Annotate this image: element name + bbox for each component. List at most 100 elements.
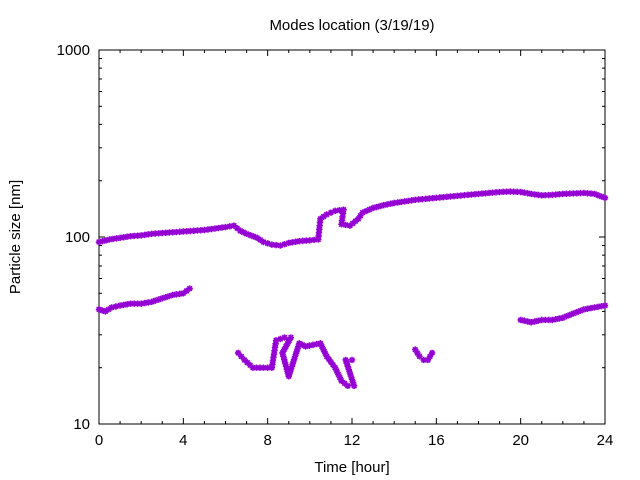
data-point bbox=[346, 369, 354, 377]
data-point bbox=[580, 189, 588, 197]
data-point bbox=[549, 316, 556, 324]
data-point bbox=[415, 196, 422, 203]
data-point bbox=[426, 195, 433, 202]
data-point bbox=[352, 217, 359, 225]
x-axis-label: Time [hour] bbox=[314, 459, 389, 476]
data-point bbox=[162, 293, 169, 301]
data-point bbox=[503, 188, 510, 195]
data-point bbox=[108, 304, 115, 311]
data-point bbox=[180, 290, 187, 297]
data-point bbox=[489, 189, 496, 196]
data-point bbox=[159, 295, 166, 302]
data-point bbox=[280, 346, 288, 354]
data-point bbox=[234, 349, 242, 357]
data-point bbox=[366, 206, 373, 213]
data-point bbox=[594, 192, 602, 199]
data-point bbox=[545, 191, 552, 199]
data-point bbox=[264, 240, 271, 247]
data-point bbox=[601, 194, 609, 202]
data-point bbox=[436, 194, 444, 201]
data-point bbox=[144, 231, 152, 238]
data-point bbox=[272, 337, 280, 344]
data-point bbox=[299, 341, 306, 349]
data-point bbox=[289, 359, 297, 367]
data-point bbox=[123, 233, 131, 240]
data-point bbox=[250, 233, 257, 240]
data-point bbox=[238, 353, 245, 360]
data-point bbox=[211, 225, 219, 232]
data-point bbox=[373, 203, 380, 211]
data-point bbox=[349, 220, 356, 227]
data-point bbox=[517, 316, 524, 324]
y-tick-label: 1000 bbox=[57, 42, 90, 59]
data-point bbox=[113, 235, 120, 242]
data-point bbox=[116, 234, 124, 242]
data-point bbox=[323, 211, 330, 218]
x-axis: 0 4 8 12 16 20 24 bbox=[95, 50, 613, 449]
data-point bbox=[383, 201, 391, 208]
data-point bbox=[591, 190, 598, 198]
data-point bbox=[339, 213, 346, 221]
data-point bbox=[341, 380, 348, 387]
data-point bbox=[127, 300, 134, 307]
data-point bbox=[531, 318, 538, 325]
data-point bbox=[317, 215, 324, 223]
data-point bbox=[566, 190, 574, 197]
data-point bbox=[570, 310, 577, 317]
data-point bbox=[176, 228, 184, 235]
data-point bbox=[120, 234, 127, 241]
data-point bbox=[420, 356, 427, 364]
data-point bbox=[190, 227, 198, 234]
data-point bbox=[331, 364, 339, 371]
data-point bbox=[524, 190, 531, 197]
data-point bbox=[208, 225, 215, 233]
data-point bbox=[336, 207, 343, 214]
data-point bbox=[194, 227, 201, 234]
data-point bbox=[338, 217, 346, 224]
data-point bbox=[573, 308, 581, 316]
data-point bbox=[270, 350, 278, 358]
data-point bbox=[401, 198, 408, 205]
data-point bbox=[316, 219, 324, 226]
data-point bbox=[577, 189, 584, 197]
data-point bbox=[457, 192, 465, 199]
data-point bbox=[281, 359, 289, 367]
data-point bbox=[264, 364, 271, 371]
data-point bbox=[584, 305, 591, 312]
data-point bbox=[218, 224, 226, 231]
data-point bbox=[99, 237, 106, 245]
data-point bbox=[350, 382, 358, 390]
data-point bbox=[336, 374, 344, 381]
data-point bbox=[499, 188, 507, 196]
data-point bbox=[552, 316, 560, 323]
data-point bbox=[591, 304, 598, 311]
data-point bbox=[566, 311, 574, 319]
data-point bbox=[271, 344, 279, 351]
data-point bbox=[317, 340, 324, 347]
data-point bbox=[538, 192, 545, 199]
data-point bbox=[299, 237, 307, 245]
data-point bbox=[344, 382, 351, 390]
data-point bbox=[343, 360, 350, 367]
data-point bbox=[520, 317, 528, 324]
data-point bbox=[559, 190, 567, 198]
data-point bbox=[552, 191, 560, 198]
chart-title: Modes location (3/19/19) bbox=[269, 17, 434, 34]
data-point bbox=[496, 188, 503, 196]
data-point bbox=[339, 210, 347, 217]
data-point bbox=[461, 191, 468, 199]
data-point bbox=[204, 226, 212, 233]
data-point bbox=[293, 346, 301, 354]
data-point bbox=[517, 188, 524, 196]
x-tick-label: 8 bbox=[263, 432, 271, 449]
data-point bbox=[426, 353, 434, 360]
data-point bbox=[320, 346, 327, 354]
data-point bbox=[376, 202, 384, 210]
data-point bbox=[246, 231, 254, 239]
data-point bbox=[287, 334, 295, 341]
data-point bbox=[573, 190, 581, 197]
data-point bbox=[155, 296, 162, 303]
data-point bbox=[148, 298, 155, 306]
data-point bbox=[416, 353, 423, 360]
data-point bbox=[197, 227, 205, 234]
